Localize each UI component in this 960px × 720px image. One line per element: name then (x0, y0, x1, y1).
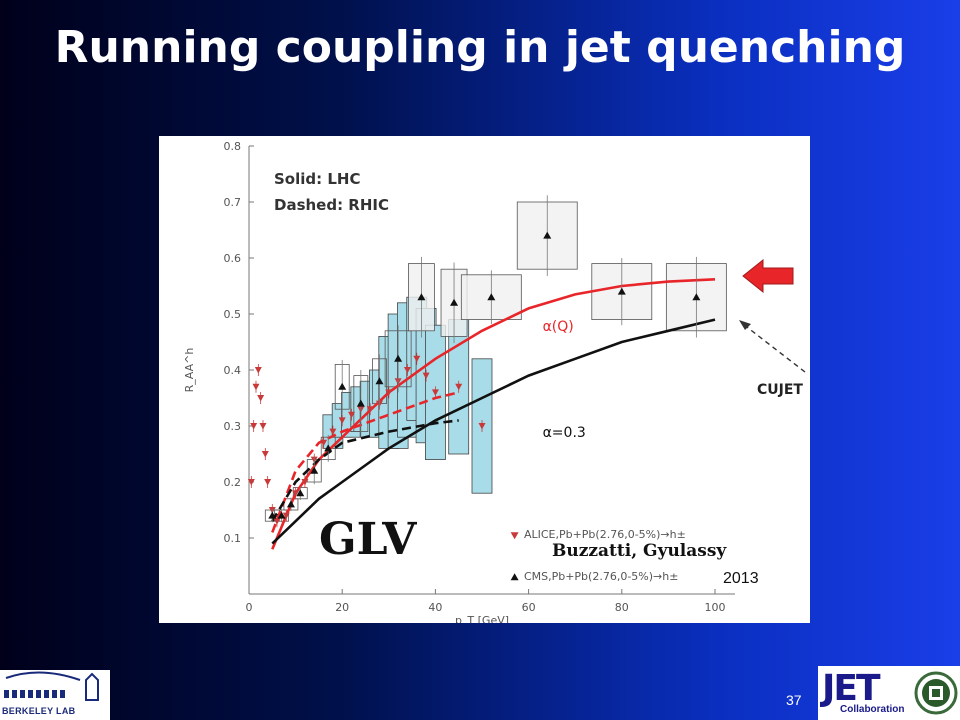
cms-marker (617, 287, 626, 295)
authors-label: Buzzatti, Gyulassy (552, 541, 727, 561)
y-tick-label: 0.4 (224, 364, 242, 377)
legend-cms-marker (510, 573, 519, 581)
berkeley-lab-icon (4, 671, 99, 701)
alice-marker (422, 372, 430, 380)
series-label-alpha-q: α(Q) (543, 319, 574, 335)
cujet-label: CUJET (757, 382, 803, 398)
alice-marker (348, 411, 356, 419)
cms-marker (487, 293, 496, 301)
cujet-arrow-line (742, 323, 806, 373)
y-tick-label: 0.6 (224, 252, 242, 265)
cujet-arrow-head (739, 320, 751, 330)
y-tick-label: 0.5 (224, 308, 242, 321)
y-axis-title: R_AA^h (183, 348, 196, 393)
x-tick-label: 100 (705, 601, 726, 614)
alice-marker (403, 367, 411, 374)
glv-label: GLV (319, 514, 417, 565)
note-dashed: Dashed: RHIC (274, 196, 389, 214)
alice-marker (320, 439, 328, 447)
alice-marker (250, 423, 258, 430)
y-tick-label: 0.1 (224, 532, 242, 545)
cms-marker (296, 489, 305, 497)
legend-alice-marker (510, 532, 519, 540)
alice-marker (264, 479, 272, 486)
black-solid-curve (271, 318, 716, 545)
alice-marker (301, 479, 309, 486)
cms-marker (375, 377, 384, 385)
alice-marker (282, 512, 290, 520)
x-tick-label: 40 (428, 601, 442, 614)
x-tick-label: 20 (335, 601, 349, 614)
alice-marker (478, 423, 486, 430)
cms-marker (286, 500, 295, 508)
red-arrow-icon (742, 258, 794, 294)
x-axis-title: p_T [GeV] (455, 614, 509, 623)
series-label-alpha-03: α=0.3 (543, 425, 586, 441)
note-solid: Solid: LHC (274, 170, 360, 188)
year-label: 2013 (723, 570, 759, 587)
slide-title: Running coupling in jet quenching (54, 22, 906, 73)
alice-marker (338, 417, 346, 424)
chart-panel: 0 20 40 60 80 100 0.1 0.2 0.3 0.4 0.5 0.6 0.7 0.8 p_T … (159, 136, 810, 623)
cms-marker (277, 511, 286, 519)
cms-marker (543, 231, 552, 239)
alice-marker (366, 406, 374, 413)
x-tick-label: 80 (615, 601, 629, 614)
cms-marker (692, 293, 701, 301)
y-tick-label: 0.8 (224, 140, 242, 153)
alice-marker (259, 423, 267, 430)
x-tick-label: 60 (522, 601, 536, 614)
cms-marker (394, 354, 403, 362)
legend-cms-label: CMS,Pb+Pb(2.76,0-5%)→h± (524, 570, 679, 583)
alice-marker (292, 490, 300, 497)
alice-marker (431, 389, 439, 396)
berkeley-lab-logo: BERKELEY LAB (0, 670, 110, 720)
x-tick-label: 0 (246, 601, 253, 614)
jet-logo-word: JET (822, 668, 881, 709)
alice-marker (455, 383, 463, 391)
red-solid-curve (271, 277, 716, 550)
y-tick-label: 0.2 (224, 476, 242, 489)
cms-marker (338, 382, 347, 390)
alice-marker (261, 451, 269, 458)
alice-marker (329, 428, 337, 436)
cms-marker (324, 444, 333, 452)
alice-marker (385, 389, 393, 396)
legend-alice-label: ALICE,Pb+Pb(2.76,0-5%)→h± (524, 528, 686, 541)
chart-svg: 0 20 40 60 80 100 0.1 0.2 0.3 0.4 0.5 0.6 0.7 0.8 p_T … (183, 140, 806, 623)
cms-marker (417, 293, 426, 301)
page-number: 37 (786, 692, 802, 708)
cms-marker (310, 466, 319, 474)
berkeley-lab-text: BERKELEY LAB (2, 706, 76, 716)
alice-marker (247, 479, 255, 486)
alice-marker (257, 395, 265, 402)
cms-marker (356, 399, 365, 407)
alice-marker (413, 355, 421, 363)
cms-marker (450, 298, 459, 306)
black-dashed-curve (271, 419, 459, 522)
jet-collaboration-logo: JET Collaboration (818, 666, 960, 720)
alice-marker (254, 367, 262, 374)
y-tick-label: 0.3 (224, 420, 242, 433)
alice-marker (273, 518, 281, 525)
jet-logo-subtitle: Collaboration (840, 704, 905, 715)
cms-marker (268, 511, 277, 519)
y-tick-label: 0.7 (224, 196, 242, 209)
university-seal-icon (914, 671, 958, 715)
alice-marker (252, 383, 260, 391)
